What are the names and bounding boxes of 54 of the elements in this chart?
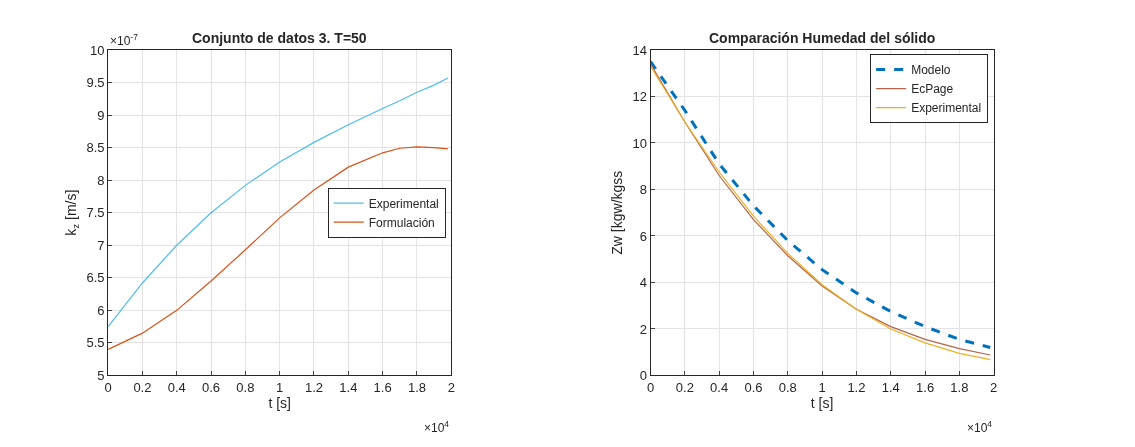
x-tick-label: 0.8 bbox=[236, 380, 255, 396]
text: ×10$^{-7}$ bbox=[110, 32, 139, 49]
x-tick-label: 0.6 bbox=[202, 380, 221, 396]
x-tick-label: 1.4 bbox=[339, 380, 358, 396]
y-tick-label: 5.5 bbox=[86, 335, 105, 351]
x-axis-title: t [s] bbox=[810, 395, 834, 412]
line-series bbox=[108, 77, 449, 328]
legend-label: Experimental bbox=[368, 196, 439, 211]
y-tick-label: 10 bbox=[90, 42, 105, 58]
legend-label: Experimental bbox=[911, 101, 982, 116]
x-tick-label: 0.4 bbox=[167, 380, 186, 396]
y-tick-label: 14 bbox=[632, 42, 647, 58]
legend-label: Modelo bbox=[911, 63, 951, 78]
line-series bbox=[108, 146, 449, 350]
x-tick-label: 0.2 bbox=[133, 380, 152, 396]
x-axis-title: t [s] bbox=[268, 395, 291, 412]
text: ×10$^{4}$ bbox=[424, 419, 450, 436]
y-tick-label: 0 bbox=[639, 367, 647, 383]
chart-title: Conjunto de datos 3. T=50 bbox=[192, 30, 367, 46]
text: ×10$^{4}$ bbox=[967, 419, 993, 436]
y-tick-label: 2 bbox=[639, 321, 647, 337]
y-tick-label: 5 bbox=[97, 367, 105, 383]
y-axis-title: Zw [kgw/kgss bbox=[609, 170, 626, 255]
y-tick-label: 6 bbox=[97, 302, 105, 318]
x-tick-label: 0.4 bbox=[710, 380, 729, 396]
y-tick-label: 6 bbox=[639, 228, 647, 244]
x-tick-label: 2 bbox=[447, 380, 455, 396]
x-tick-label: 1.4 bbox=[881, 380, 900, 396]
y-tick-label: 8 bbox=[97, 172, 105, 188]
y-tick-label: 7 bbox=[97, 237, 105, 253]
x-tick-label: 1 bbox=[276, 380, 284, 396]
legend-label: Formulación bbox=[368, 215, 435, 230]
legend-label: EcPage bbox=[911, 82, 954, 97]
chart-title: Comparación Humedad del sólido bbox=[709, 30, 936, 46]
x-tick-label: 0.8 bbox=[778, 380, 797, 396]
y-tick-label: 6.5 bbox=[86, 270, 105, 286]
x-tick-label: 2 bbox=[990, 380, 998, 396]
x-tick-label: 0.2 bbox=[675, 380, 694, 396]
x-tick-label: 1.2 bbox=[304, 380, 324, 396]
x-tick-label: 1.8 bbox=[950, 380, 969, 396]
y-tick-label: 9 bbox=[97, 107, 105, 123]
y-tick-label: 4 bbox=[639, 275, 647, 290]
y-tick-label: 7.5 bbox=[86, 205, 105, 221]
y-tick-label: 9.5 bbox=[86, 75, 105, 91]
y-tick-label: 10 bbox=[632, 135, 647, 151]
x-tick-label: 1.6 bbox=[373, 380, 392, 396]
x-tick-label: 1.6 bbox=[916, 380, 935, 396]
y-tick-label: 8 bbox=[639, 182, 647, 197]
x-tick-label: 1 bbox=[818, 380, 826, 396]
y-tick-label: 8.5 bbox=[86, 140, 105, 156]
y-tick-label: 12 bbox=[632, 89, 647, 105]
x-tick-label: 0.6 bbox=[744, 380, 763, 396]
x-tick-label: 1.2 bbox=[847, 380, 866, 396]
x-tick-label: 1.8 bbox=[407, 380, 426, 396]
